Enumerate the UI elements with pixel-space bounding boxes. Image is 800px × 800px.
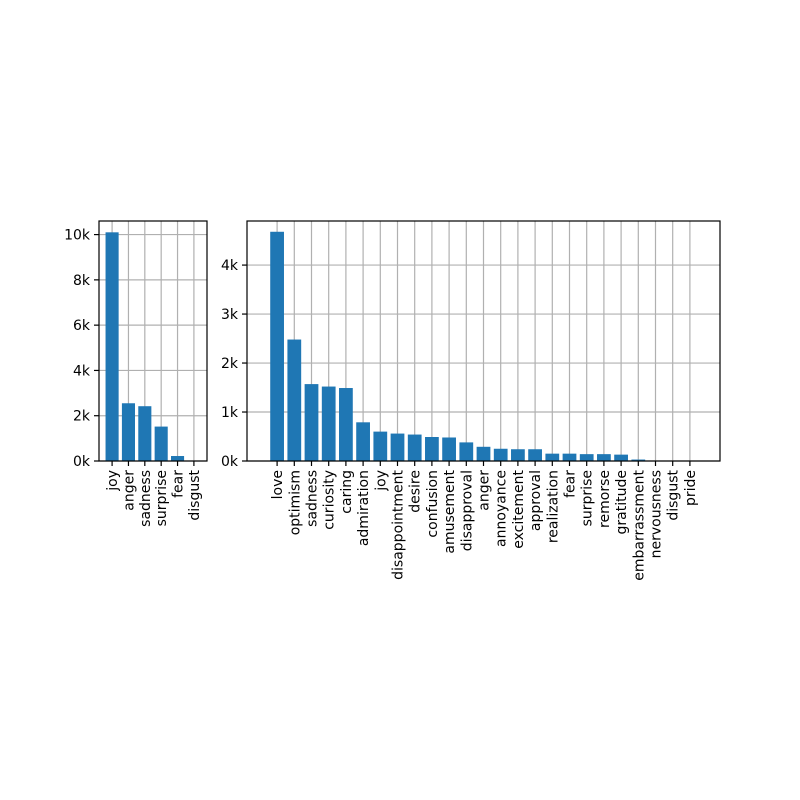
x-tick-label: excitement [511,469,527,548]
bar-fear [562,453,577,461]
y-tick-label: 0k [221,454,239,470]
x-tick-label: disgust [187,470,203,521]
emotion-6-class-chart: 0k 2k 4k 6k 8k 10k joy anger sadness surprise fear… [64,220,208,527]
y-tick-label: 8k [73,273,91,289]
y-tick-label: 4k [221,258,239,274]
y-tick-label: 2k [73,409,91,425]
x-tick-label: joy [105,470,121,492]
x-tick-label: embarrassment [631,469,647,580]
bar-realization [545,453,560,461]
x-tick-label: sadness [138,470,154,527]
bar-remorse [597,454,611,461]
bar-excitement [511,449,525,461]
x-tick-label: admiration [356,470,372,546]
bar-admiration [356,422,370,461]
x-tick-label: disappointment [391,469,407,579]
y-tick-label: 2k [221,356,239,372]
y-tick-label: 10k [64,228,91,244]
x-tick-label: anger [121,470,137,511]
bar-surprise [579,454,594,461]
bar-love [270,231,284,461]
bar-approval [528,449,542,461]
x-tick-label: approval [528,470,544,531]
emotion-fine-grained-chart: 0k 1k 2k 3k 4k love optimism sadness curiosity ca… [221,220,721,581]
x-tick-label: optimism [287,470,303,535]
bar-curiosity [321,386,336,461]
bar-amusement [442,437,456,461]
bar-anger [121,403,135,461]
bar-surprise [154,426,168,461]
bar-optimism [287,339,302,461]
y-tick-label: 3k [221,307,239,323]
bar-sadness [304,384,319,461]
x-tick-label: sadness [305,470,321,527]
bar-caring [339,388,353,461]
x-tick-label: annoyance [494,470,510,547]
x-tick-label: fear [171,470,187,498]
y-tick-label: 4k [73,363,91,379]
y-tick-label: 1k [221,405,239,421]
bar-fear [171,456,185,461]
bar-embarrassment [631,459,646,461]
x-tick-label: desire [408,470,424,513]
x-tick-label: disapproval [459,470,475,551]
x-tick-label: amusement [442,470,458,554]
bar-disappointment [390,433,405,461]
x-tick-label: surprise [580,470,596,526]
bar-anger [476,446,491,461]
bar-desire [407,434,422,461]
x-tick-label: remorse [597,470,613,528]
axes-frame [98,220,208,462]
x-tick-label: gratitude [614,470,630,534]
x-tick-label: pride [683,470,699,506]
x-tick-label: disgust [666,470,682,521]
bar-sadness [138,406,152,461]
x-tick-label: confusion [425,470,441,538]
x-tick-label: joy [373,470,389,492]
x-tick-label: curiosity [322,470,338,530]
x-tick-label: surprise [154,470,170,526]
x-tick-label: fear [563,470,579,498]
bar-joy [373,431,388,461]
x-tick-label: caring [339,470,355,514]
bar-confusion [425,437,439,461]
x-tick-label: nervousness [649,470,665,558]
bar-gratitude [614,454,628,461]
y-tick-label: 0k [73,454,91,470]
x-tick-label: love [270,470,286,499]
y-tick-label: 6k [73,318,91,334]
bar-joy [105,232,119,461]
x-tick-label: anger [477,470,493,511]
bar-annoyance [493,448,508,461]
bar-disapproval [459,442,474,461]
x-tick-label: realization [545,470,561,543]
